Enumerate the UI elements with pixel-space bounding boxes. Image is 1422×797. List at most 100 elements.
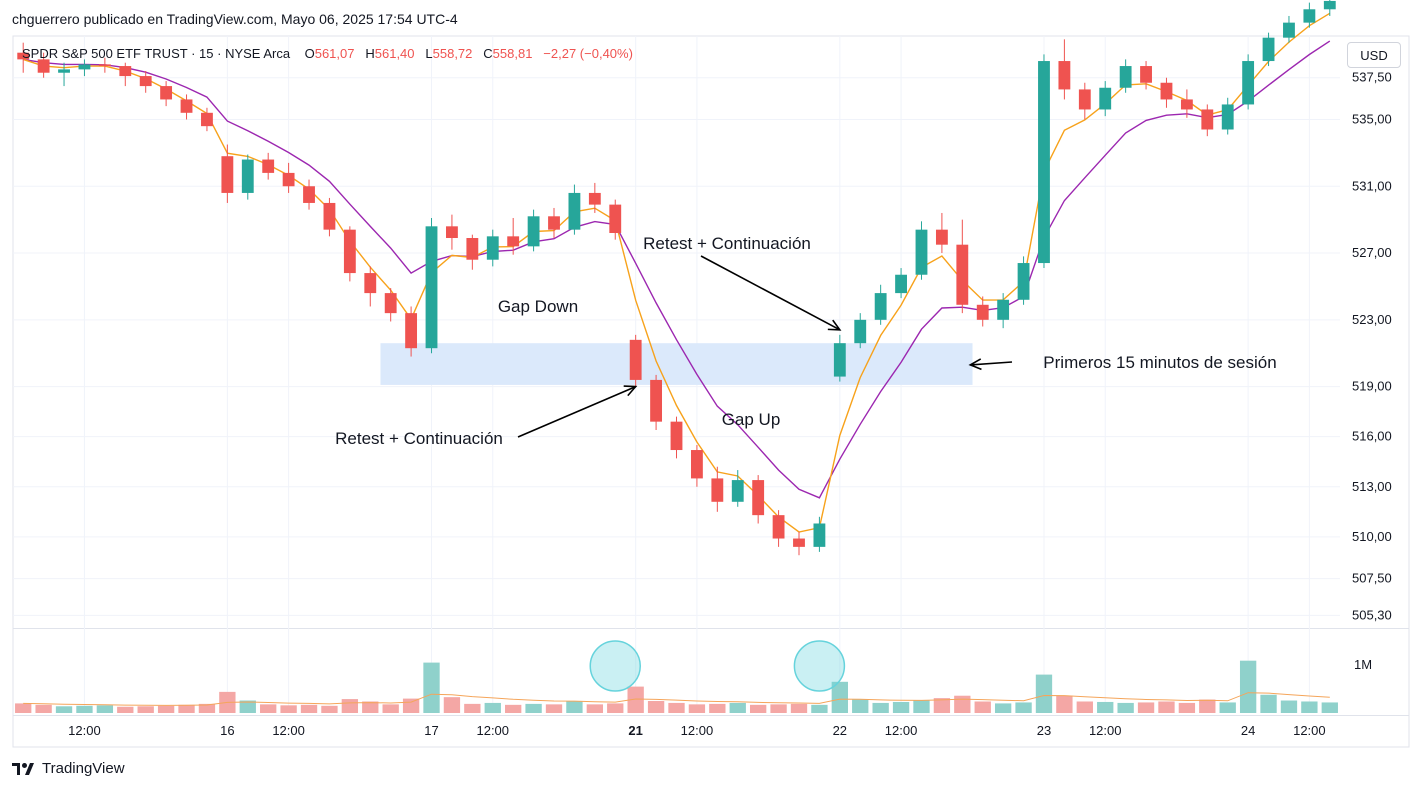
- candle-body: [1242, 61, 1255, 105]
- volume-bar: [811, 704, 828, 713]
- candle-body: [1180, 99, 1193, 110]
- candle-body: [282, 172, 295, 187]
- arrow-head: [968, 358, 982, 371]
- volume-bar: [382, 704, 399, 713]
- candle: [711, 466, 724, 512]
- y-axis-label: 519,00: [1352, 379, 1392, 394]
- volume-bar: [933, 698, 951, 713]
- candle: [793, 531, 805, 556]
- candle-body: [446, 226, 458, 239]
- candle-body: [833, 343, 846, 377]
- candle-body: [405, 313, 418, 349]
- volume-bar: [464, 703, 481, 713]
- candle-body: [1303, 9, 1316, 23]
- high-value: 561,40: [374, 46, 415, 61]
- candle-body: [1262, 37, 1275, 62]
- candle: [323, 197, 336, 237]
- candle: [139, 71, 152, 93]
- candle-body: [78, 64, 91, 70]
- candle-body: [323, 202, 336, 230]
- candle: [119, 62, 132, 87]
- volume-bar: [76, 705, 93, 713]
- volume-bar: [1199, 699, 1216, 713]
- volume-bar: [1117, 702, 1134, 713]
- candle-body: [507, 236, 520, 247]
- volume-bar: [443, 697, 461, 713]
- candle: [98, 57, 111, 73]
- candle: [425, 217, 438, 354]
- candle: [629, 334, 642, 387]
- candle-body: [915, 229, 928, 275]
- candle: [466, 234, 479, 270]
- volume-axis-label: 1M: [1354, 657, 1372, 672]
- volume-highlight-circle: [589, 640, 642, 692]
- candle: [548, 207, 560, 239]
- volume-bar: [566, 701, 583, 713]
- candle: [1283, 15, 1295, 43]
- candle: [1242, 54, 1255, 110]
- candle: [384, 288, 397, 322]
- candle-body: [486, 236, 499, 260]
- y-axis-label: 516,00: [1352, 429, 1392, 444]
- candle-body: [1221, 104, 1234, 130]
- close-value: 558,81: [492, 46, 533, 61]
- volume-bar: [280, 705, 297, 713]
- tradingview-brand[interactable]: TradingView: [12, 760, 125, 777]
- ema-fast-line: [22, 12, 1331, 533]
- symbol-name[interactable]: SPDR S&P 500 ETF TRUST: [22, 46, 188, 61]
- candle-body: [874, 293, 887, 320]
- volume-bar: [402, 698, 420, 713]
- volume-bar: [300, 704, 318, 713]
- candle: [650, 374, 663, 430]
- candle-body: [956, 244, 969, 305]
- x-axis-label: 12:00: [885, 723, 918, 738]
- candle-body: [1323, 0, 1336, 10]
- candle: [752, 475, 765, 524]
- candle-body: [98, 64, 111, 67]
- candle: [1099, 81, 1112, 117]
- currency-button[interactable]: USD: [1347, 42, 1401, 68]
- candle: [405, 306, 418, 357]
- volume-bar: [892, 701, 910, 713]
- candle: [527, 209, 540, 252]
- y-axis-label: 537,50: [1352, 70, 1392, 85]
- candle: [609, 199, 622, 240]
- annotation-text: Primeros 15 minutos de sesión: [1043, 353, 1276, 372]
- volume-bar: [668, 702, 685, 713]
- candle: [160, 81, 173, 107]
- volume-bar: [423, 662, 440, 713]
- volume-bar: [607, 703, 624, 713]
- candle: [180, 94, 193, 120]
- volume-bar: [586, 704, 604, 713]
- candle-body: [568, 192, 581, 230]
- volume-bar: [96, 705, 114, 713]
- volume-bar: [157, 705, 175, 713]
- x-axis-label: 12:00: [68, 723, 101, 738]
- y-axis-label: 510,00: [1352, 529, 1392, 544]
- candle-body: [854, 319, 867, 344]
- candle: [1058, 39, 1071, 100]
- candle: [935, 212, 948, 254]
- annotation: Retest + Continuación: [643, 234, 842, 331]
- annotation-arrow: [517, 385, 636, 438]
- candle-body: [364, 273, 377, 294]
- candle-body: [343, 229, 356, 274]
- legend-separator: ·: [217, 46, 226, 61]
- candle-body: [650, 379, 663, 422]
- annotation-text: Retest + Continuación: [335, 429, 503, 448]
- candle: [854, 313, 867, 349]
- volume-bar: [15, 703, 32, 713]
- volume-bar: [321, 705, 338, 713]
- volume-ma-line: [23, 692, 1330, 706]
- candle-body: [1078, 89, 1091, 110]
- candle-body: [609, 204, 622, 233]
- volume-bar: [852, 699, 869, 713]
- volume-bar: [954, 695, 971, 713]
- candle-body: [425, 226, 438, 349]
- candle: [833, 334, 846, 382]
- volume-bar: [239, 700, 256, 713]
- candle-body: [1201, 109, 1214, 130]
- annotation-text: Retest + Continuación: [643, 234, 811, 253]
